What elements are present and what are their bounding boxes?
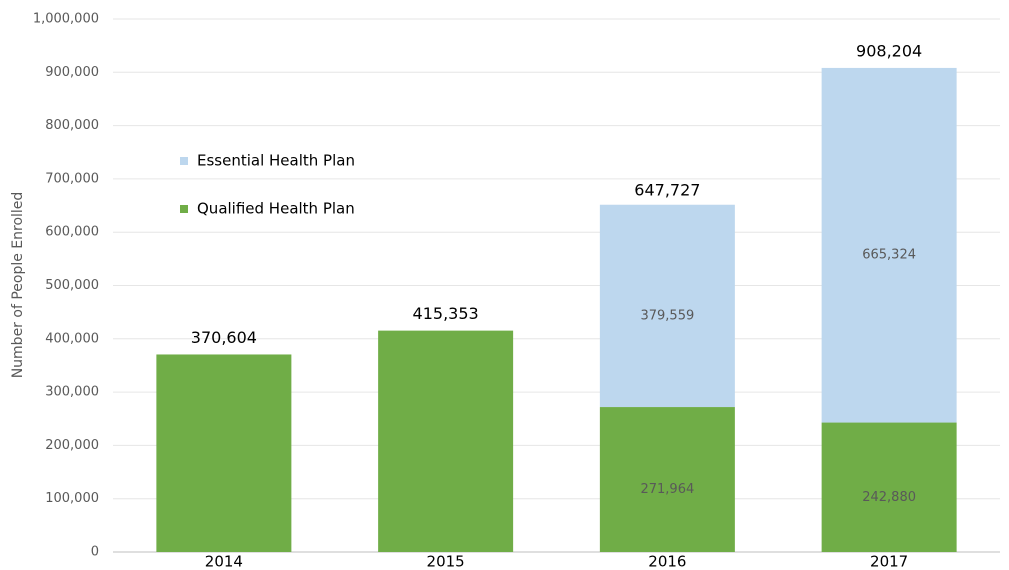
legend-swatch bbox=[180, 157, 188, 165]
y-tick-label: 700,000 bbox=[45, 171, 99, 186]
y-tick-label: 0 bbox=[91, 545, 99, 560]
segment-label: 665,324 bbox=[862, 248, 916, 263]
x-tick-label: 2017 bbox=[870, 553, 908, 570]
bar-segment bbox=[599, 204, 735, 408]
y-tick-label: 200,000 bbox=[45, 438, 99, 453]
y-tick-label: 300,000 bbox=[45, 385, 99, 400]
bar-segment bbox=[156, 354, 292, 552]
total-label: 647,727 bbox=[634, 180, 700, 199]
legend-swatch bbox=[180, 205, 188, 213]
segment-label: 379,559 bbox=[640, 308, 694, 323]
x-tick-label: 2016 bbox=[648, 553, 686, 570]
y-tick-label: 100,000 bbox=[45, 491, 99, 506]
y-tick-label: 500,000 bbox=[45, 278, 99, 293]
x-tick-label: 2014 bbox=[205, 553, 243, 570]
y-tick-label: 900,000 bbox=[45, 65, 99, 80]
legend-label: Qualified Health Plan bbox=[197, 200, 355, 218]
segment-label: 242,880 bbox=[862, 490, 916, 505]
total-label: 370,604 bbox=[191, 328, 257, 347]
y-axis-label: Number of People Enrolled bbox=[10, 192, 26, 379]
y-tick-label: 1,000,000 bbox=[33, 12, 99, 27]
bar-segment bbox=[821, 422, 957, 552]
bar-segment bbox=[599, 407, 735, 552]
y-tick-label: 400,000 bbox=[45, 331, 99, 346]
legend-label: Essential Health Plan bbox=[197, 152, 355, 170]
y-tick-label: 600,000 bbox=[45, 225, 99, 240]
x-tick-label: 2015 bbox=[427, 553, 465, 570]
bar-segment bbox=[378, 330, 514, 552]
total-label: 415,353 bbox=[413, 304, 479, 323]
y-tick-label: 800,000 bbox=[45, 118, 99, 133]
total-label: 908,204 bbox=[856, 41, 922, 60]
bar-segment bbox=[821, 67, 957, 423]
segment-label: 271,964 bbox=[640, 482, 694, 497]
